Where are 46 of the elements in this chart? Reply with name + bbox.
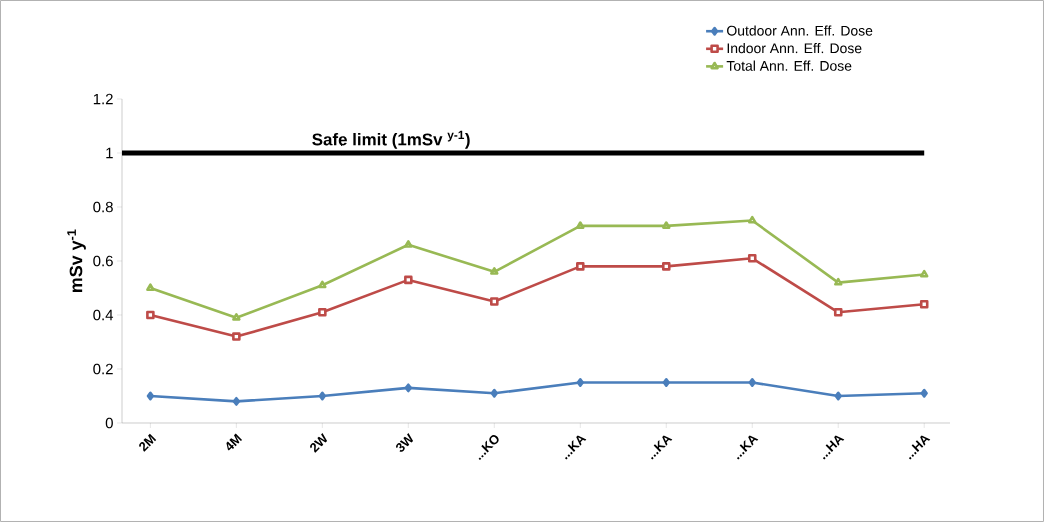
point	[920, 388, 928, 398]
y-axis-title: mSv y$^{-1}$	[67, 229, 86, 293]
point	[747, 254, 757, 263]
point	[748, 215, 757, 224]
point	[318, 308, 327, 317]
point	[662, 378, 670, 387]
x-tick-label: 2M	[139, 433, 157, 452]
point	[318, 280, 327, 289]
point	[834, 391, 842, 401]
y-tick-label: 0	[105, 417, 113, 429]
x-tick-label: 2W	[310, 433, 328, 453]
point	[232, 396, 241, 406]
point	[490, 388, 498, 398]
point	[834, 277, 843, 286]
legend-label: Outdoor Ann. Eff. Dose	[727, 25, 873, 36]
point	[748, 378, 756, 387]
point	[576, 262, 585, 271]
y-tick-label: 1.2	[93, 93, 113, 105]
point	[232, 332, 241, 341]
y-tick-label: 1	[106, 147, 113, 159]
point	[919, 299, 929, 309]
point	[833, 308, 843, 317]
point	[146, 391, 155, 401]
point	[490, 267, 499, 275]
point	[490, 297, 499, 306]
point	[576, 221, 585, 229]
point	[318, 391, 327, 401]
point	[919, 269, 929, 278]
point	[661, 262, 671, 271]
point	[146, 283, 155, 291]
ref-line-label: Safe limit (1mSv $^{y-1}$)	[312, 130, 470, 149]
point	[662, 221, 671, 229]
legend-label: Total Ann. Eff. Dose	[726, 60, 852, 71]
y-tick-label: 0.4	[93, 309, 114, 321]
point	[232, 313, 241, 321]
y-tick-label: 0.6	[93, 255, 113, 267]
point	[146, 310, 155, 320]
point	[404, 383, 413, 393]
point	[576, 378, 584, 387]
y-tick-label: 0.2	[93, 363, 113, 375]
y-tick-label: 0.8	[93, 201, 113, 213]
x-tick-label: 4M	[226, 433, 243, 451]
legend-label: Indoor Ann. Eff. Dose	[727, 42, 862, 54]
point	[404, 240, 413, 248]
x-tick-label: 3W	[396, 433, 414, 452]
point	[404, 275, 413, 285]
